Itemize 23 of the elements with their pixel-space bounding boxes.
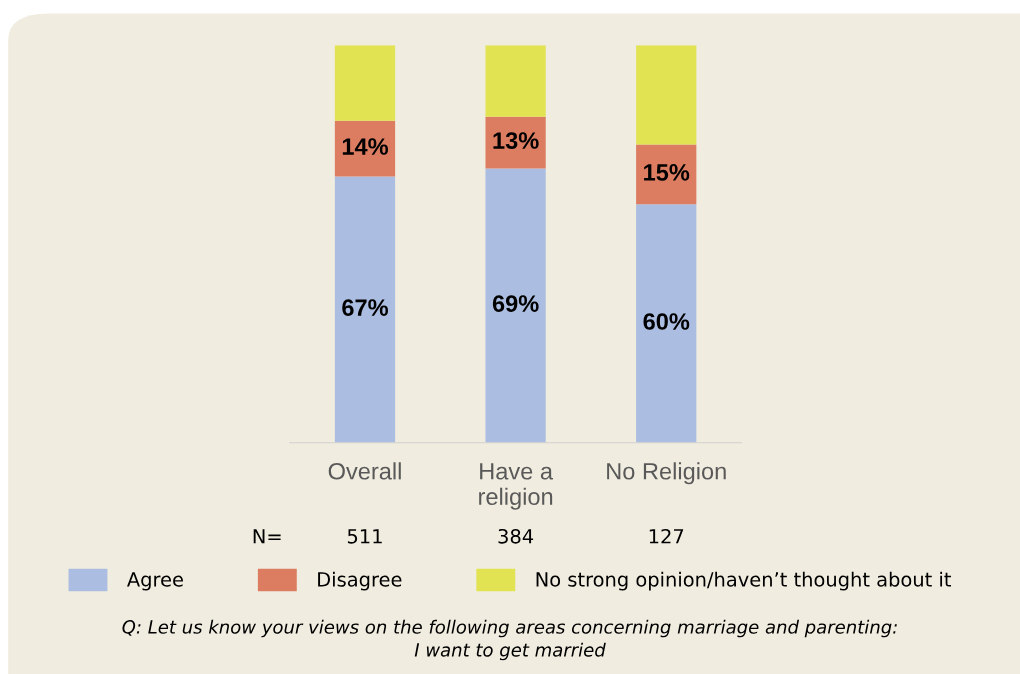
text: Q: Let us know your views on the following areas concerning marriage and parenting: I want to get married (122, 619, 897, 661)
bar (485, 168, 546, 443)
text: 127 (649, 528, 684, 544)
bar (636, 45, 697, 145)
bar (334, 176, 396, 443)
data-label: 69% (492, 295, 539, 312)
text: N= (253, 529, 281, 544)
legend-label: Disagree (318, 571, 402, 591)
data-label: 15% (644, 164, 690, 181)
data-label: 60% (643, 313, 690, 330)
text: 511 (347, 529, 382, 544)
bar (485, 45, 546, 117)
x-tick-label: Overall (328, 462, 401, 480)
data-label: 14% (342, 138, 388, 155)
data-label: 13% (493, 132, 539, 149)
bar (334, 45, 396, 121)
bar (636, 204, 697, 443)
x-tick-label: Have a religion (479, 463, 554, 510)
legend-label: No strong opinion/haven’t thought about it (536, 571, 952, 591)
legend-label: Agree (127, 572, 183, 591)
text: 384 (498, 528, 534, 544)
x-tick-label: No Religion (607, 462, 726, 485)
data-label: 67% (342, 299, 388, 316)
